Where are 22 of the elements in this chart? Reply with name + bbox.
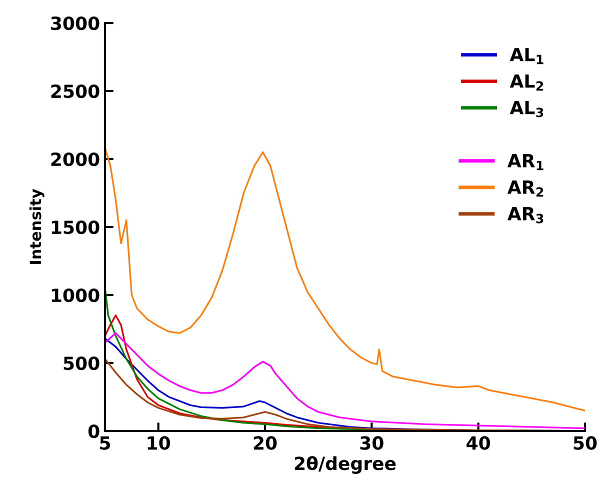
x-axis-title: 2θ/degree	[294, 456, 396, 474]
y-tick-label: 1500	[52, 220, 100, 234]
x-tick-label: 40	[466, 436, 490, 450]
y-tick-label: 1000	[52, 288, 100, 302]
y-tick-label: 0	[88, 424, 100, 438]
y-tick-label: 2000	[51, 152, 100, 166]
legend-label: AL$_{1}$	[510, 48, 544, 64]
x-tick-label: 50	[574, 436, 597, 450]
legend-label: AL$_{2}$	[510, 74, 544, 91]
x-tick-label: 30	[360, 436, 384, 450]
y-tick-label: 2500	[51, 84, 100, 98]
legend-label: AR$_{2}$	[507, 180, 544, 197]
y-tick-label: 3000	[51, 16, 100, 30]
x-tick-label: 5	[100, 436, 110, 450]
legend-label: AL$_{3}$	[510, 100, 544, 118]
line-series	[105, 147, 585, 412]
x-tick-label: 20	[254, 436, 277, 450]
legend-label: AR$_{3}$	[507, 207, 544, 224]
legend-label: AR$_{1}$	[507, 154, 544, 170]
x-tick-label: 10	[148, 436, 170, 450]
y-axis-title: Intensity	[29, 188, 44, 264]
y-tick-label: 500	[64, 356, 100, 370]
